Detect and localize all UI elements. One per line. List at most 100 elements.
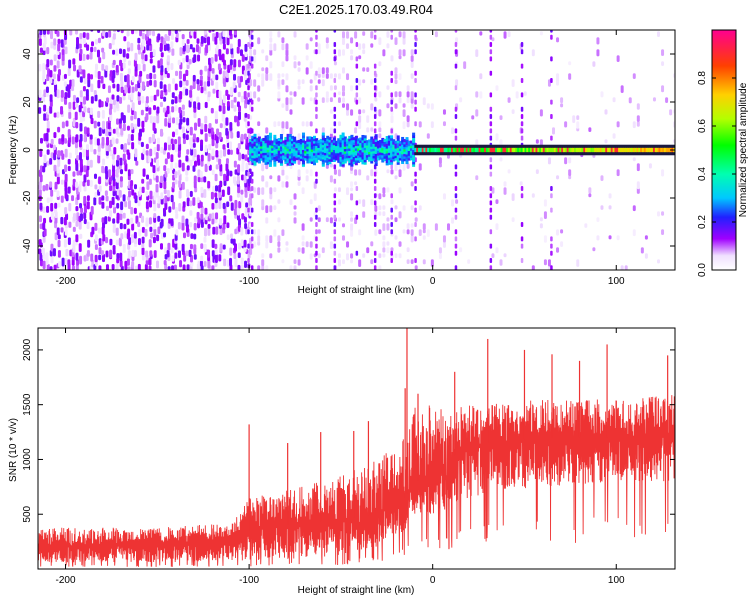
spectrogram-cell [211,67,215,74]
spectrogram-cell [289,97,293,105]
spectrogram-cell [89,134,93,140]
spectrogram-cell [365,142,369,146]
spectrogram-cell [75,121,79,129]
spectrogram-cell [365,149,369,153]
spectrogram-cell [64,138,68,144]
spectrogram-streak [333,250,337,256]
spectrogram-cell [392,141,396,145]
spectrogram-cell [189,44,193,50]
spectrogram-cell [511,193,515,202]
spectrogram-cell [86,249,90,257]
spectrogram-cell [588,187,592,194]
spectrogram-cell [317,49,321,55]
spectrogram-cell [153,115,157,123]
spectrogram-cell [107,121,111,130]
spectrogram-cell [354,150,358,154]
spectrogram-cell [337,73,341,80]
spectrogram-cell [253,162,257,166]
spectrogram-cell [196,84,200,91]
spectrogram-cell [308,160,312,164]
spectrogram-cell [361,142,365,146]
spectrogram-cell [438,247,442,254]
spectrogram-cell [277,147,281,151]
spectrogram-cell [124,75,128,83]
steady-band-cell [425,147,428,153]
spectrogram-cell [211,250,215,257]
spectrogram-cell [126,78,130,88]
spectrogram-cell [111,137,115,145]
snr-frame [37,327,676,570]
spectrogram-cell [262,149,266,153]
spectrogram-cell [108,30,112,38]
spectrogram-cell [64,257,68,266]
spectrogram-cell [60,39,64,48]
spectrogram-cell [83,96,87,105]
spectrogram-cell [200,86,204,94]
spectrogram-cell [264,161,268,165]
spectrogram-cell [370,103,374,111]
spectrogram-cell [414,217,418,222]
spectrogram-cell [109,210,113,218]
spectrogram-streak [373,200,377,206]
spectrogram-cell [304,157,308,161]
spectrogram-cell [236,131,240,139]
spectrogram-streak [247,78,250,83]
spectrogram-cell [279,145,283,149]
spectrogram-cell [396,140,400,144]
spectrogram-cell [390,55,394,62]
spectrogram-cell [244,154,248,161]
spectrogram-cell [56,190,60,198]
spectrogram-cell [249,115,253,120]
spectrogram-streak [414,92,417,98]
spectrogram-cell [229,59,233,66]
spectrogram-cell [352,158,356,162]
spectrogram-cell [72,178,76,187]
spectrogram-cell [241,153,245,160]
steady-band-cell [429,147,432,153]
spectrogram-cell [475,91,479,98]
spectrogram-cell [109,70,113,77]
spectrogram-cell [348,143,352,147]
spectrogram-cell [301,137,305,141]
spectrogram-cell [60,105,64,115]
spectrogram-cell [328,144,332,148]
spectrogram-cell [407,140,411,144]
spectrogram-cell [268,154,272,158]
spectrogram-cell [46,205,50,213]
spectrogram-cell [102,51,106,60]
spectrogram-cell [343,141,347,145]
spectrogram-cell [78,221,82,230]
spectrogram-cell [148,107,152,115]
spectrogram-cell [381,145,385,149]
spectrogram-cell [325,91,329,98]
spectrogram-cell [390,159,394,163]
spectrogram-streak [247,63,250,69]
spectrogram-cell [159,42,163,51]
spectrogram-streak [489,114,493,119]
spectrogram-cell [350,151,354,155]
spectrogram-cell [98,254,102,261]
spectrogram-cell [317,67,321,75]
spectrogram-cell [257,155,261,159]
spectrogram-cell [317,73,321,78]
spectrogram-streak [355,63,359,69]
spectrogram-cell [153,212,157,219]
spectrogram-cell [178,159,182,168]
spectrogram-cell [350,144,354,148]
spectrogram-cell [156,234,160,242]
spectrogram-cell [249,155,253,159]
spectrogram-cell [253,157,257,161]
spectrogram-cell [412,156,416,160]
spectrogram-cell [293,139,297,143]
spectrogram-cell [479,31,483,36]
spectrogram-cell [146,174,150,180]
spectrogram-cell [503,187,507,195]
spectrogram-cell [160,192,164,200]
spectrogram-cell [406,247,410,253]
spectrogram-cell [271,142,275,146]
spectrogram-cell [588,127,592,132]
spectrogram-cell [206,36,210,46]
spectrogram-cell [343,150,347,154]
spectrogram-cell [407,157,411,161]
steady-band-cell [596,147,599,153]
